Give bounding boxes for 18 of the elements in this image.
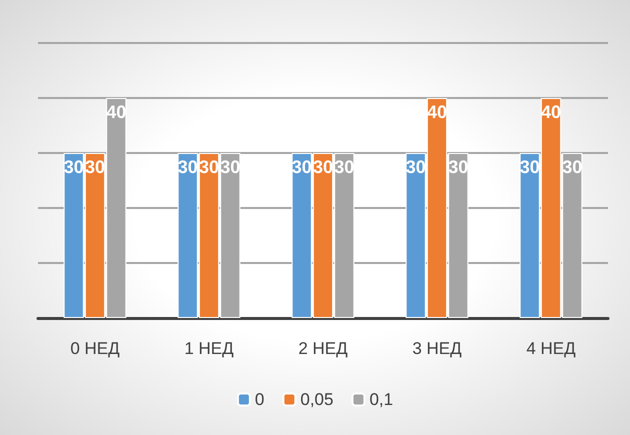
data-label: 30	[178, 157, 198, 177]
legend-label: 0,05	[300, 390, 334, 409]
data-label: 30	[406, 157, 426, 177]
x-tick-label: 2 НЕД	[298, 339, 348, 358]
x-tick-label: 3 НЕД	[412, 339, 462, 358]
data-label: 30	[520, 157, 540, 177]
legend-label: 0,1	[369, 390, 394, 409]
data-label: 30	[448, 157, 468, 177]
legend-label: 0	[254, 390, 264, 409]
data-label: 30	[334, 157, 354, 177]
x-tick-label: 1 НЕД	[184, 339, 234, 358]
data-label: 30	[562, 157, 582, 177]
data-label: 30	[64, 157, 84, 177]
data-label: 30	[220, 157, 240, 177]
data-label: 30	[292, 157, 312, 177]
x-tick-label: 4 НЕД	[526, 339, 576, 358]
data-label: 40	[106, 102, 126, 122]
x-tick-label: 0 НЕД	[70, 339, 120, 358]
